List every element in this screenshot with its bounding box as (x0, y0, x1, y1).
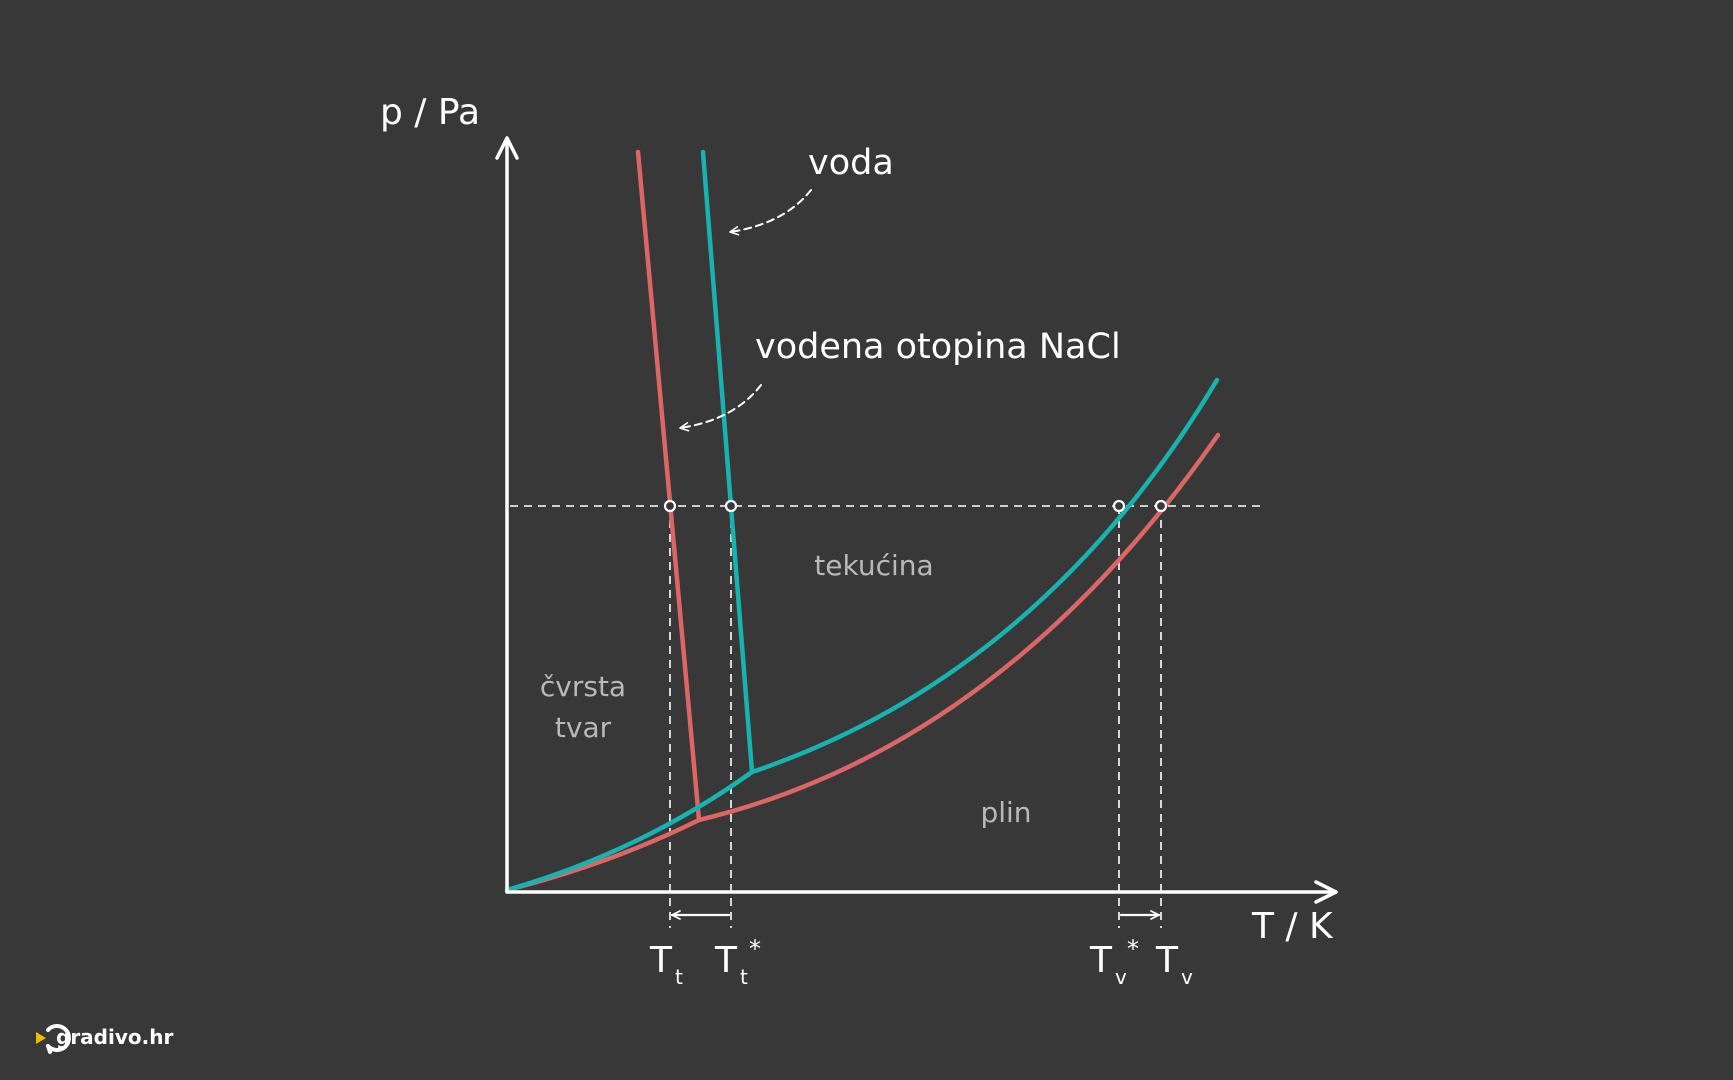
nacl-solution-curves (504, 149, 1221, 893)
tick-main: T (649, 940, 673, 981)
tick-main: T (1155, 940, 1179, 981)
gradivo-logo[interactable]: gradivo.hr (36, 1024, 173, 1054)
gas-region-label: plin (980, 796, 1031, 829)
nacl-vaporization-curve (696, 432, 1221, 823)
nacl-curve-label: vodena otopina NaCl (755, 327, 1121, 367)
water-vaporization-curve (749, 377, 1220, 775)
intersection-point (1112, 499, 1126, 513)
tick-sup: * (749, 935, 761, 963)
tick-sub: t (740, 965, 748, 989)
tick-label-t-boil-solution: T v (1155, 940, 1193, 989)
water-curves (504, 149, 1220, 893)
nacl-fusion-curve (635, 149, 702, 823)
water-fusion-curve (700, 149, 755, 775)
tick-sub: v (1181, 965, 1193, 989)
gradivo-logo-icon (36, 1024, 71, 1054)
solid-region-label: čvrsta (540, 670, 626, 703)
tick-sub: t (675, 965, 683, 989)
intersection-point (724, 499, 738, 513)
intersection-point (663, 499, 677, 513)
water-curve-label: voda (808, 143, 894, 183)
y-axis-label: p / Pa (380, 92, 480, 133)
solid-region-label-2: tvar (555, 711, 612, 744)
tick-sup: * (1127, 935, 1139, 963)
tick-label-t-freeze-solution: T t (649, 940, 683, 989)
x-axis-arrowhead (1314, 880, 1338, 904)
tick-main: T (714, 940, 738, 981)
voda-pointer-arrow (729, 189, 812, 236)
water-sublimation-curve (504, 769, 755, 893)
nacl-pointer-arrow (679, 384, 762, 432)
y-axis-arrowhead (495, 136, 519, 160)
tick-label-t-boil-water: T v * (1089, 935, 1139, 989)
tick-label-t-freeze-water: T t * (714, 935, 761, 989)
tick-sub: v (1115, 965, 1127, 989)
gradivo-logo-text: gradivo.hr (56, 1025, 173, 1049)
axes (495, 136, 1338, 904)
dashed-guides (510, 505, 1265, 928)
label-pointers (679, 189, 812, 432)
intersection-markers (663, 499, 1168, 513)
intersection-point (1154, 499, 1168, 513)
tick-main: T (1089, 940, 1113, 981)
liquid-region-label: tekućina (814, 549, 933, 582)
x-axis-label: T / K (1251, 906, 1334, 947)
